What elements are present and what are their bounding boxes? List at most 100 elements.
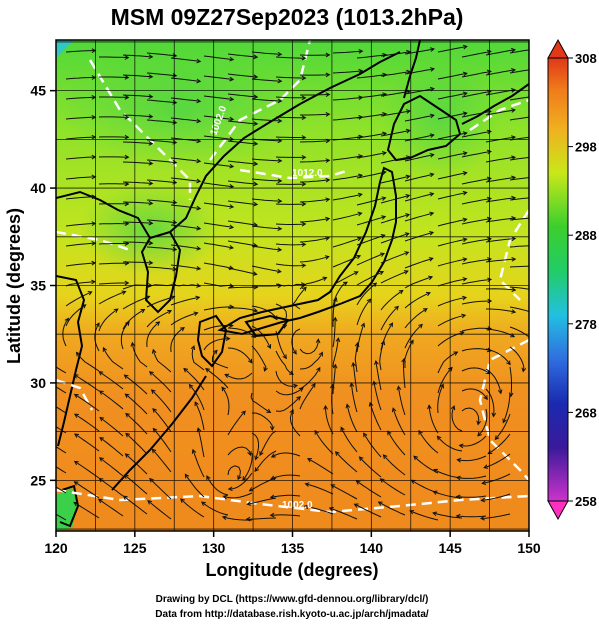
- streamline-arrowhead: [196, 78, 202, 84]
- streamline: [223, 492, 253, 499]
- streamline: [251, 412, 273, 430]
- streamline: [404, 114, 434, 122]
- streamline-arrowhead: [196, 98, 202, 104]
- streamline-arrowhead: [246, 501, 252, 506]
- streamline: [437, 367, 453, 394]
- streamline-arrowhead: [301, 221, 307, 227]
- streamline-arrowhead: [301, 242, 307, 247]
- coastline-ryukyu: [111, 375, 207, 491]
- streamline-arrowhead: [152, 408, 157, 413]
- coastline-honshu: [217, 166, 397, 336]
- streamline-arrowhead: [201, 501, 206, 506]
- streamline: [509, 49, 529, 54]
- streamline: [170, 224, 201, 230]
- streamline-arrowhead: [124, 181, 130, 187]
- streamline-arrowhead: [277, 98, 283, 104]
- streamline-arrowhead: [64, 317, 69, 323]
- streamline: [299, 256, 329, 263]
- streamline-arrowhead: [476, 420, 481, 426]
- streamline-arrowhead: [124, 280, 130, 286]
- credit-data: Data from http://database.rish.kyoto-u.a…: [155, 609, 429, 620]
- streamline: [124, 474, 148, 495]
- streamline-arrowhead: [227, 486, 233, 492]
- streamline-arrowhead: [381, 151, 387, 156]
- streamline-arrowhead: [508, 392, 514, 398]
- streamline: [275, 223, 306, 225]
- streamline-arrowhead: [382, 454, 388, 460]
- streamline-arrowhead: [388, 322, 394, 328]
- streamline: [456, 515, 487, 518]
- streamline: [509, 156, 529, 161]
- streamline: [461, 198, 491, 205]
- streamline-arrowhead: [253, 94, 259, 100]
- streamline: [404, 173, 434, 182]
- streamline-arrowhead: [124, 114, 130, 120]
- streamline: [201, 501, 229, 516]
- streamline-arrowhead: [277, 78, 283, 84]
- streamline: [275, 116, 306, 119]
- streamline: [375, 361, 382, 391]
- streamline-arrowhead: [325, 92, 331, 97]
- streamline: [332, 364, 336, 395]
- streamline: [509, 197, 529, 201]
- streamline: [62, 318, 69, 347]
- streamline: [404, 193, 434, 202]
- x-axis-label: Longitude (degrees): [205, 560, 378, 580]
- streamline: [203, 324, 233, 331]
- streamline-arrowhead: [73, 481, 79, 486]
- streamline-arrowhead: [151, 448, 157, 454]
- streamline: [203, 262, 233, 269]
- streamline: [228, 472, 253, 490]
- streamline: [356, 253, 385, 266]
- streamline: [170, 57, 201, 62]
- streamline-arrowhead: [206, 475, 211, 481]
- streamline-arrowhead: [252, 271, 258, 276]
- streamline-arrowhead: [254, 455, 259, 461]
- streamline-arrowhead: [354, 341, 360, 347]
- colorbar-body: [547, 57, 569, 502]
- streamline: [461, 407, 480, 425]
- streamline: [404, 48, 435, 55]
- streamline: [147, 500, 172, 520]
- streamline-arrowhead: [462, 91, 468, 97]
- streamline-arrowhead: [40, 506, 44, 509]
- streamline: [380, 251, 409, 264]
- streamline: [65, 281, 95, 287]
- pressure-contour-southeast: [478, 338, 529, 481]
- streamline-arrowhead: [315, 338, 321, 344]
- streamline: [437, 72, 467, 80]
- streamline-arrowhead: [228, 283, 234, 288]
- streamline: [125, 433, 148, 455]
- streamline: [65, 176, 96, 180]
- streamline: [299, 198, 330, 203]
- streamline: [356, 480, 382, 498]
- streamline: [122, 181, 153, 184]
- streamline-arrowhead: [148, 74, 154, 79]
- streamline: [191, 345, 205, 371]
- streamline: [461, 258, 492, 265]
- streamline-arrowhead: [124, 75, 130, 80]
- streamline-arrowhead: [405, 128, 411, 134]
- streamline: [461, 327, 492, 332]
- streamline-arrowhead: [41, 418, 45, 421]
- streamline-arrowhead: [429, 211, 435, 217]
- streamline: [180, 498, 205, 518]
- streamline: [397, 386, 406, 416]
- streamline: [170, 77, 201, 82]
- streamline: [251, 78, 282, 82]
- streamline: [437, 192, 467, 200]
- streamline: [418, 430, 439, 454]
- streamline: [509, 96, 529, 101]
- streamline-arrowhead: [196, 283, 202, 288]
- streamline-arrowhead: [462, 295, 468, 301]
- streamline: [509, 346, 525, 372]
- streamline-arrowhead: [282, 354, 287, 360]
- streamline-arrowhead: [293, 383, 299, 389]
- streamline: [461, 90, 491, 98]
- colorbar-tick-label: 278: [575, 317, 597, 332]
- streamline: [275, 203, 306, 205]
- streamline-arrowhead: [251, 333, 257, 338]
- streamline-arrowhead: [334, 451, 340, 456]
- streamline: [332, 317, 336, 348]
- streamline: [509, 217, 529, 221]
